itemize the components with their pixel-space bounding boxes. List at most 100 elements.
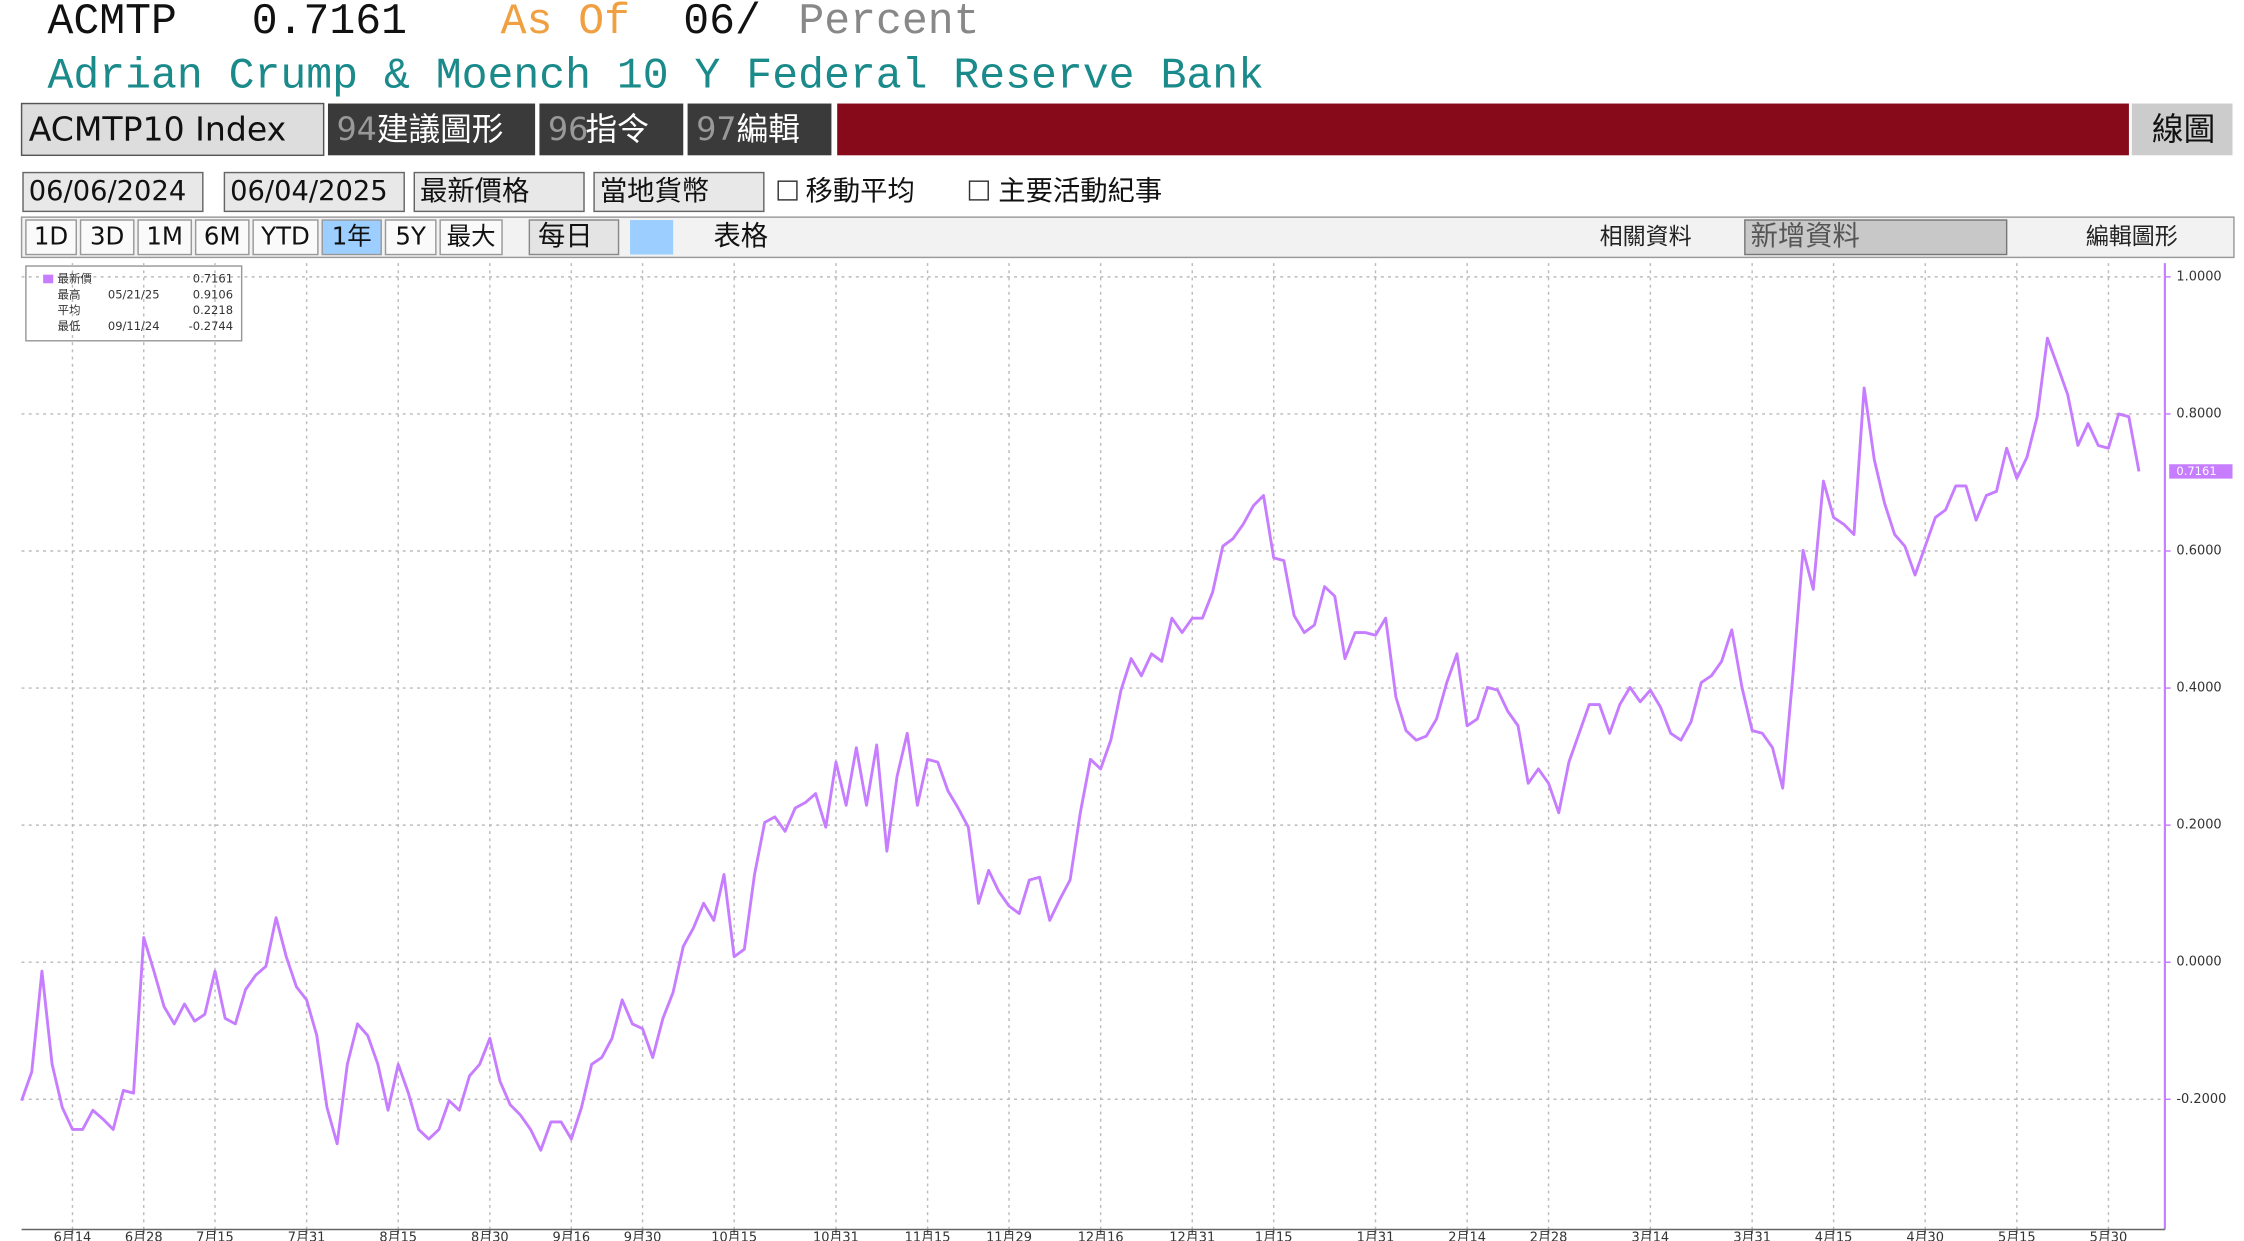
x-tick-label: 3月31 — [1733, 1231, 1771, 1241]
legend-value: -0.2744 — [189, 319, 233, 333]
table-button: 表格 — [713, 221, 768, 252]
x-tick-label: 7月15 — [196, 1231, 234, 1241]
x-tick-label: 3月14 — [1632, 1231, 1670, 1241]
legend-date: 05/21/25 — [108, 287, 160, 301]
field-name: 最新價格 — [420, 176, 529, 207]
y-tick-label: 0.2000 — [2176, 818, 2221, 833]
button[interactable] — [687, 103, 832, 156]
start-date: 06/06/2024 — [29, 176, 186, 207]
input[interactable] — [1744, 219, 2008, 256]
dropdown[interactable] — [593, 171, 765, 213]
button[interactable] — [539, 103, 684, 156]
button-label: 指令 — [585, 112, 648, 148]
range-button[interactable] — [321, 219, 382, 256]
button[interactable] — [630, 220, 674, 255]
button-num: 97 — [696, 112, 736, 148]
title-bar — [837, 103, 2129, 156]
range-label: YTD — [260, 221, 310, 250]
as-of: As Of — [501, 0, 630, 46]
range-button[interactable] — [252, 219, 319, 256]
x-tick-label: 7月31 — [288, 1231, 326, 1241]
x-tick-label: 4月30 — [1906, 1231, 1944, 1241]
range-label: 1年 — [332, 221, 372, 250]
range-label: 最大 — [447, 221, 496, 250]
x-tick-label: 1月15 — [1255, 1231, 1293, 1241]
x-tick-label: 10月31 — [813, 1231, 859, 1241]
range-button[interactable] — [194, 219, 250, 256]
date-field[interactable] — [223, 171, 405, 213]
description: Adrian Crump & Moench 10 Y Federal Reser… — [47, 52, 1264, 101]
range-button[interactable] — [439, 219, 503, 256]
x-tick-label: 9月30 — [624, 1231, 662, 1241]
range-label: 3D — [90, 221, 124, 250]
x-tick-label: 4月15 — [1815, 1231, 1853, 1241]
button-label: 建議圖形 — [377, 112, 504, 148]
range-button[interactable] — [79, 219, 135, 256]
button-num: 96 — [548, 112, 588, 148]
button-num: 94 — [337, 112, 377, 148]
legend-swatch — [43, 274, 54, 284]
x-tick-label: 11月15 — [905, 1231, 951, 1241]
range-label: 6M — [204, 221, 241, 250]
x-tick-label: 2月14 — [1448, 1231, 1486, 1241]
ticker: ACMTP — [47, 0, 176, 46]
legend-box — [25, 265, 243, 342]
checkbox-label: 移動平均 — [806, 176, 915, 207]
range-button[interactable] — [25, 219, 77, 256]
security-field[interactable] — [20, 102, 325, 157]
x-tick-label: 8月15 — [379, 1231, 417, 1241]
currency: 當地貨幣 — [600, 176, 709, 207]
last-value-label: 0.7161 — [2176, 464, 2216, 478]
x-tick-label: 2月28 — [1530, 1231, 1568, 1241]
x-tick-label: 12月31 — [1169, 1231, 1215, 1241]
y-tick-label: -0.2000 — [2176, 1092, 2226, 1107]
checkbox[interactable] — [777, 180, 798, 201]
checkbox[interactable] — [968, 180, 989, 201]
add-data: 新增資料 — [1751, 221, 1860, 252]
checkbox-label: 主要活動紀事 — [998, 176, 1162, 207]
end-date: 06/04/2025 — [230, 176, 387, 207]
x-tick-label: 6月28 — [125, 1231, 163, 1241]
range-label: 1M — [146, 221, 183, 250]
x-tick-label: 10月15 — [711, 1231, 757, 1241]
as-of-date: 06/ — [683, 0, 761, 46]
header-value: 0.7161 — [252, 0, 407, 46]
range-button[interactable] — [384, 219, 437, 256]
x-tick-label: 5月30 — [2090, 1231, 2128, 1241]
security: ACMTP10 Index — [29, 109, 286, 148]
x-tick-label: 8月30 — [471, 1231, 509, 1241]
legend-value: 0.2218 — [193, 303, 233, 317]
legend-value: 0.7161 — [193, 271, 233, 285]
x-tick-label: 1月31 — [1357, 1231, 1395, 1241]
unit: Percent — [798, 0, 979, 46]
last-value-tag — [2169, 464, 2233, 479]
x-tick-label: 11月29 — [986, 1231, 1032, 1241]
button[interactable] — [327, 103, 536, 156]
button-label: 線圖 — [2152, 112, 2215, 148]
y-tick-label: 0.8000 — [2176, 406, 2221, 421]
legend-value: 0.9106 — [193, 287, 233, 301]
y-tick-label: 1.0000 — [2176, 269, 2221, 284]
dropdown[interactable] — [413, 171, 585, 213]
series-line — [20, 336, 2141, 1152]
button[interactable] — [528, 219, 620, 256]
x-tick-label: 5月15 — [1998, 1231, 2036, 1241]
x-tick-label: 9月16 — [552, 1231, 590, 1241]
legend-date: 09/11/24 — [108, 319, 160, 333]
legend-name: 最新價 — [58, 271, 93, 285]
frequency: 每日 — [538, 221, 593, 252]
y-tick-label: 0.0000 — [2176, 955, 2221, 970]
legend-name: 最高 — [58, 287, 81, 301]
range-button[interactable] — [137, 219, 193, 256]
edit-chart: 編輯圖形 — [2086, 224, 2178, 250]
range-label: 5Y — [395, 221, 426, 250]
legend-name: 平均 — [58, 303, 81, 317]
x-tick-label: 12月16 — [1078, 1231, 1124, 1241]
button[interactable] — [2131, 103, 2233, 156]
button-label: 編輯 — [736, 112, 799, 148]
date-field[interactable] — [22, 171, 204, 213]
y-tick-label: 0.6000 — [2176, 544, 2221, 559]
range-label: 1D — [34, 221, 68, 250]
